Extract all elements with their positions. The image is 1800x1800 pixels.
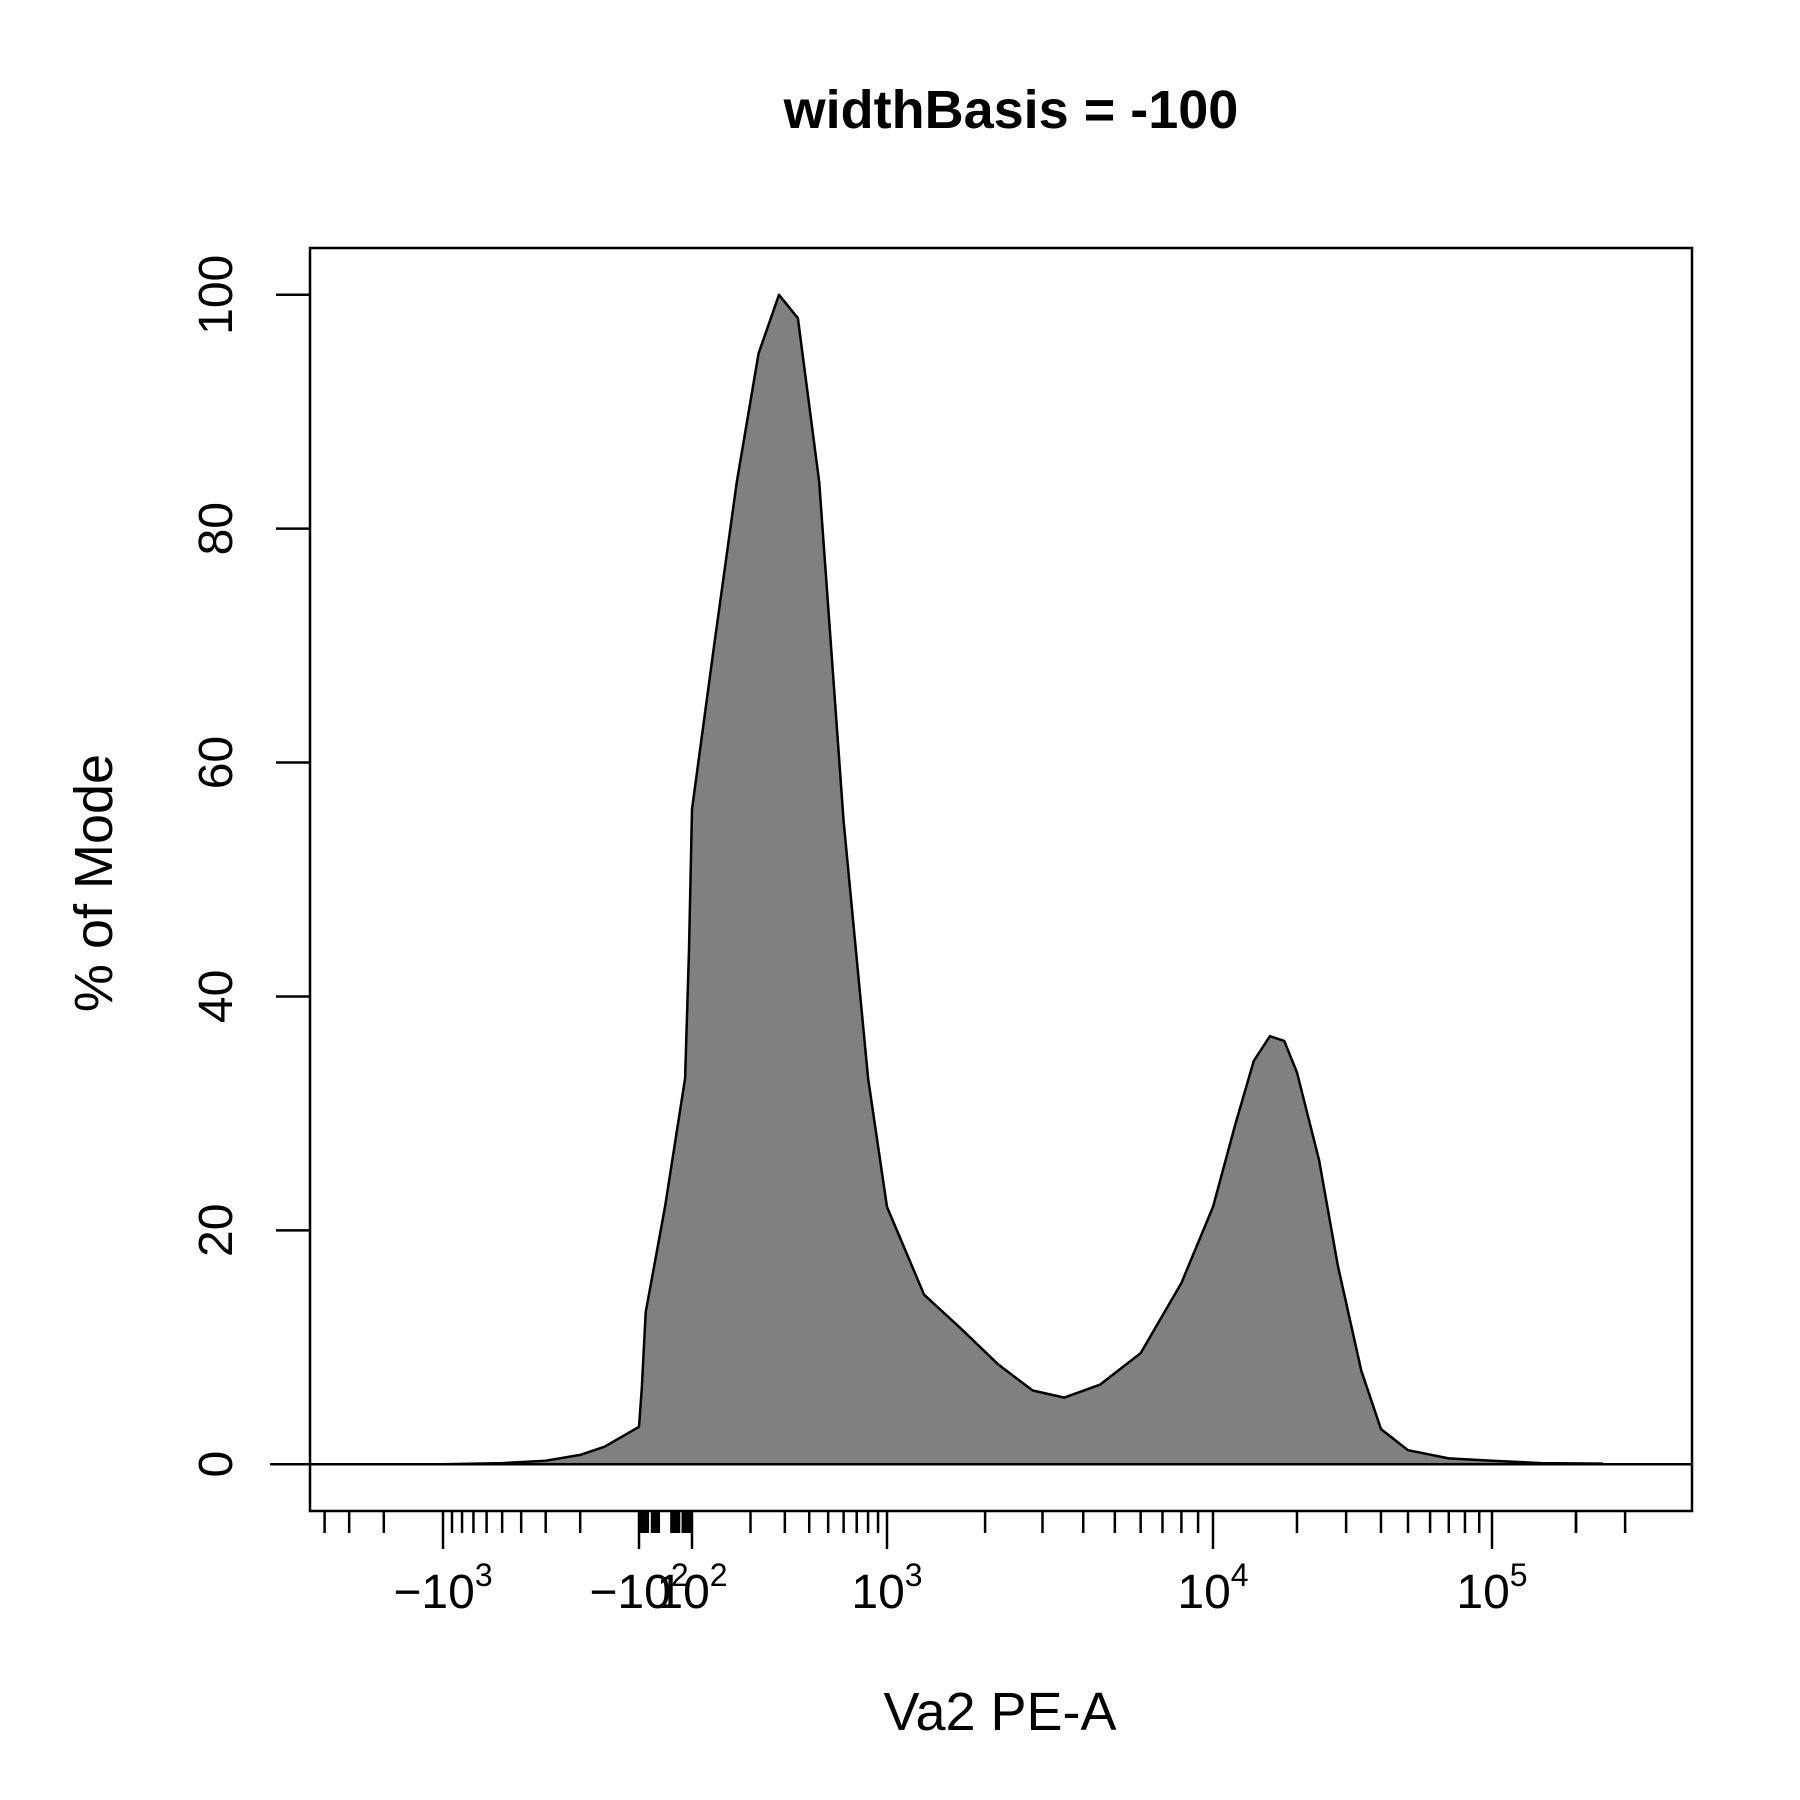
- y-tick-label: 40: [190, 970, 243, 1023]
- chart-title: widthBasis = -100: [783, 80, 1239, 140]
- y-tick-label: 60: [190, 736, 243, 789]
- y-axis-label: % of Mode: [64, 754, 124, 1012]
- density-area: [310, 294, 1603, 1465]
- x-tick-label: 102: [656, 1557, 727, 1619]
- x-tick-label: 104: [1177, 1557, 1248, 1619]
- y-tick-label: 0: [190, 1451, 243, 1478]
- density-outline: [310, 293, 1604, 1466]
- y-tick-label: 20: [190, 1204, 243, 1257]
- y-tick-label: 80: [190, 502, 243, 555]
- x-tick-label: −102: [589, 1557, 688, 1619]
- x-tick-label: −103: [393, 1557, 492, 1619]
- x-tick-label: 105: [1456, 1557, 1527, 1619]
- plot-frame: [308, 246, 1694, 1513]
- x-tick-label: 103: [851, 1557, 922, 1619]
- y-tick-label: 100: [190, 255, 243, 335]
- x-axis-label: Va2 PE-A: [883, 1682, 1116, 1742]
